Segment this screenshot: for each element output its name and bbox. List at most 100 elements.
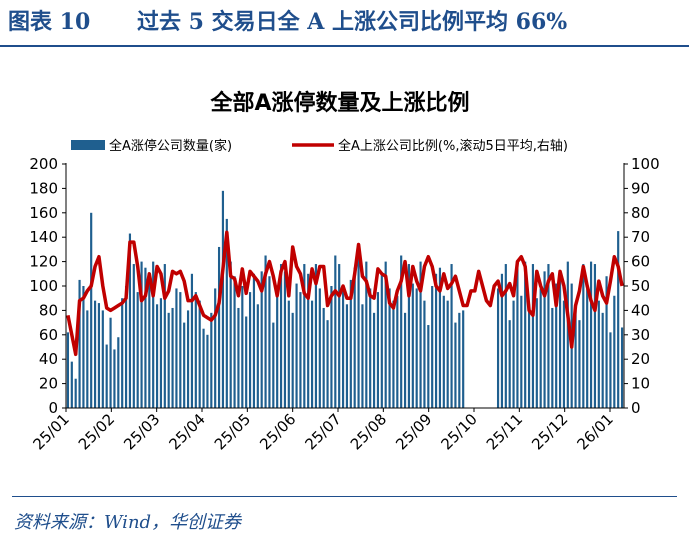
- bar: [345, 304, 349, 408]
- left-tick-label: 200: [29, 155, 58, 173]
- bar: [190, 273, 194, 408]
- bar: [93, 300, 97, 408]
- bar: [593, 264, 597, 408]
- bar: [516, 264, 519, 408]
- header-divider: [0, 45, 689, 47]
- figure-header: 图表 10 过去 5 交易日全 A 上涨公司比例平均 66%: [0, 0, 689, 44]
- bar: [620, 327, 624, 408]
- bar: [574, 310, 577, 408]
- bar: [248, 292, 252, 408]
- bar: [496, 288, 500, 408]
- x-tick-label: 25/07: [302, 410, 345, 453]
- chart: 全部A涨停数量及上涨比例 全A涨停公司数量(家) 全A上涨公司比例(%,滚动5日…: [29, 90, 659, 453]
- bar: [210, 312, 213, 408]
- x-tick-label: 25/04: [166, 410, 209, 453]
- bar: [117, 337, 120, 408]
- bar: [163, 264, 166, 408]
- bar: [260, 271, 263, 408]
- line-series: [66, 230, 624, 357]
- bar: [206, 334, 209, 408]
- bar: [334, 255, 337, 408]
- bar: [90, 212, 93, 408]
- right-tick-label: 30: [631, 326, 650, 344]
- bar: [140, 261, 143, 408]
- bar: [434, 273, 438, 408]
- left-tick-label: 0: [48, 399, 58, 417]
- x-tick-label: 25/12: [528, 410, 571, 453]
- bar: [318, 288, 321, 408]
- bar: [167, 312, 170, 408]
- bar: [144, 267, 147, 408]
- bar: [582, 264, 585, 408]
- bar: [407, 264, 411, 408]
- bar: [66, 332, 70, 408]
- left-tick-label: 140: [29, 228, 58, 246]
- bar: [388, 288, 391, 408]
- bar-series: [66, 190, 624, 408]
- x-tick-label: 25/10: [438, 410, 481, 453]
- bar: [617, 231, 620, 408]
- bar: [551, 307, 554, 408]
- bar: [217, 246, 221, 408]
- bar: [586, 286, 589, 408]
- bar: [419, 261, 422, 408]
- bar: [446, 300, 449, 408]
- bar: [225, 218, 228, 408]
- bar: [291, 312, 294, 408]
- bar: [78, 279, 81, 408]
- legend-line-label: 全A上涨公司比例(%,滚动5日平均,右轴): [338, 138, 568, 154]
- bar: [524, 261, 527, 408]
- bar: [194, 292, 197, 408]
- left-tick-label: 120: [29, 253, 58, 271]
- bar: [353, 267, 356, 408]
- bar: [175, 288, 178, 408]
- bar: [535, 298, 538, 408]
- bar: [357, 255, 360, 408]
- bar: [539, 288, 542, 408]
- bar: [555, 283, 558, 408]
- bar: [415, 288, 418, 408]
- bar: [527, 304, 531, 408]
- bar: [454, 322, 457, 408]
- bar: [148, 279, 151, 408]
- bar: [121, 298, 124, 408]
- bar: [70, 361, 73, 408]
- x-tick-label: 25/09: [392, 410, 435, 453]
- bar: [307, 273, 310, 408]
- bar: [326, 320, 329, 408]
- bar: [171, 307, 174, 408]
- bar: [198, 300, 201, 408]
- bar: [124, 286, 128, 408]
- footer-divider: [12, 496, 677, 497]
- bar: [597, 300, 600, 408]
- bar: [264, 255, 267, 408]
- bar: [132, 264, 135, 408]
- bar: [229, 261, 232, 408]
- bar: [531, 264, 535, 408]
- bar: [411, 283, 414, 408]
- bar: [361, 304, 364, 408]
- bar: [369, 288, 372, 408]
- bar: [438, 267, 442, 408]
- bar: [82, 286, 85, 408]
- right-tick-label: 50: [631, 277, 650, 295]
- bar: [520, 295, 523, 408]
- bar: [338, 264, 341, 408]
- right-tick-label: 40: [631, 301, 650, 319]
- bar: [462, 310, 465, 408]
- x-tick-label: 25/02: [75, 410, 118, 453]
- x-tick-label: 25/05: [211, 410, 254, 453]
- bar: [458, 312, 461, 408]
- right-tick-label: 60: [631, 253, 650, 271]
- bar: [609, 332, 612, 408]
- bar: [159, 298, 163, 408]
- right-tick-label: 10: [631, 375, 650, 393]
- x-tick-label: 26/01: [574, 410, 617, 453]
- bar: [86, 310, 89, 408]
- left-tick-label: 160: [29, 204, 58, 222]
- legend-bar-swatch: [71, 140, 105, 150]
- bar: [113, 349, 116, 408]
- right-tick-label: 0: [631, 399, 641, 417]
- right-tick-label: 80: [631, 204, 650, 222]
- bar: [245, 316, 248, 408]
